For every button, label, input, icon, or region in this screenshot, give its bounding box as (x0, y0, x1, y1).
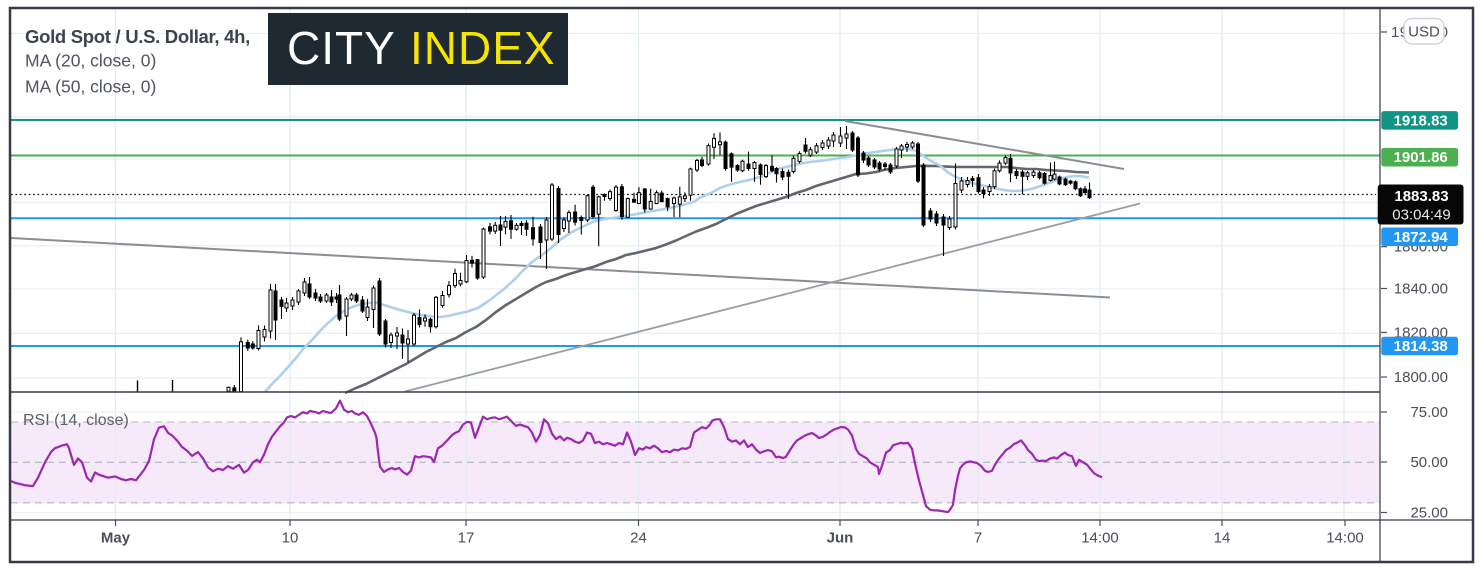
svg-text:INDEX: INDEX (410, 22, 556, 74)
svg-text:75.00: 75.00 (1410, 404, 1448, 421)
svg-text:1872.94: 1872.94 (1394, 229, 1449, 246)
svg-text:1918.83: 1918.83 (1394, 112, 1448, 129)
svg-text:50.00: 50.00 (1410, 454, 1448, 471)
svg-text:Jun: Jun (827, 530, 854, 547)
svg-text:7: 7 (974, 530, 982, 547)
svg-text:25.00: 25.00 (1410, 505, 1448, 522)
svg-text:RSI (14, close): RSI (14, close) (23, 412, 129, 429)
svg-text:MA (20, close, 0): MA (20, close, 0) (25, 51, 156, 71)
svg-text:1800.00: 1800.00 (1394, 369, 1448, 386)
svg-text:1901.86: 1901.86 (1394, 149, 1448, 166)
svg-text:Gold Spot / U.S. Dollar, 4h,: Gold Spot / U.S. Dollar, 4h, (25, 26, 250, 47)
svg-text:USD: USD (1408, 24, 1440, 41)
svg-text:1814.38: 1814.38 (1394, 338, 1448, 355)
svg-text:1840.00: 1840.00 (1394, 281, 1448, 298)
svg-text:24: 24 (630, 530, 647, 547)
svg-text:17: 17 (458, 530, 475, 547)
svg-text:03:04:49: 03:04:49 (1392, 207, 1450, 224)
svg-text:14: 14 (1214, 530, 1231, 547)
svg-text:10: 10 (282, 530, 299, 547)
svg-text:1883.83: 1883.83 (1394, 188, 1448, 205)
svg-text:14:00: 14:00 (1326, 530, 1364, 547)
svg-text:14:00: 14:00 (1081, 530, 1119, 547)
svg-text:MA (50, close, 0): MA (50, close, 0) (25, 77, 156, 97)
svg-text:CITY: CITY (287, 22, 396, 74)
svg-text:May: May (101, 530, 131, 547)
